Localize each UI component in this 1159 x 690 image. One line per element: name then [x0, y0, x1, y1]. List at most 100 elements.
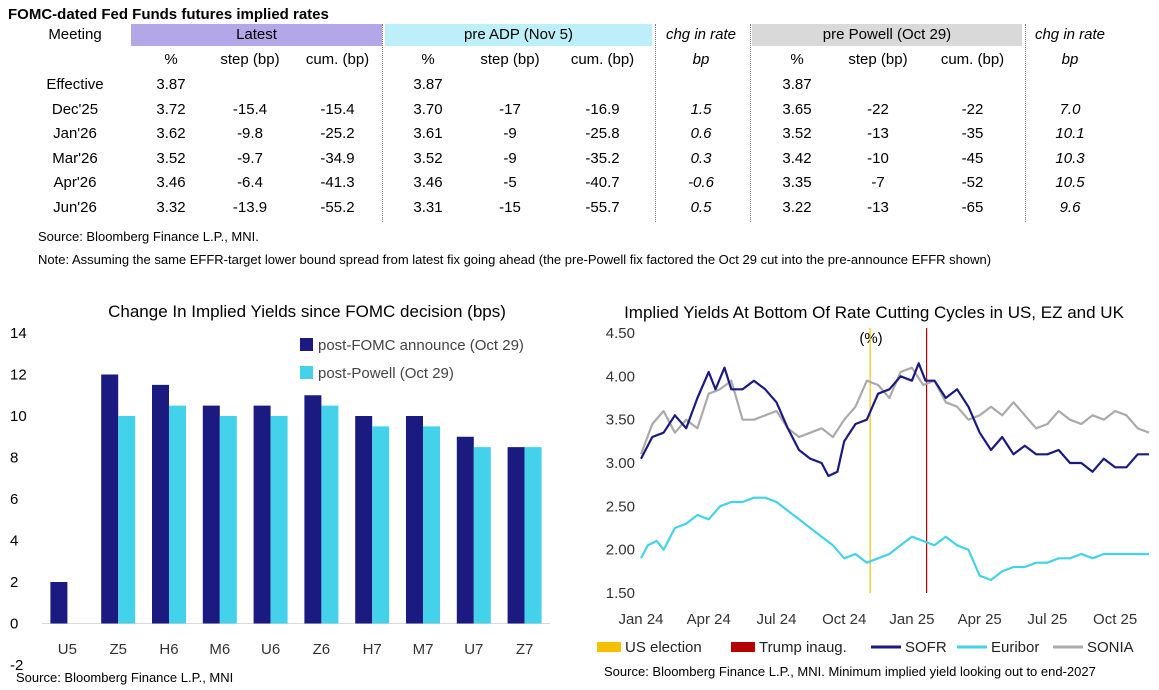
legend-label: post-Powell (Oct 29): [318, 365, 454, 382]
bar-post-powell: [524, 447, 542, 624]
x-tick-label: M6: [209, 641, 230, 658]
line-chart-title: Implied Yields At Bottom Of Rate Cutting…: [624, 303, 1124, 322]
x-tick-label: Z6: [313, 641, 331, 658]
bar-chart: Change In Implied Yields since FOMC deci…: [10, 302, 550, 685]
table-cell: -45: [961, 149, 984, 167]
x-tick-label: Apr 25: [958, 611, 1002, 628]
meeting-label: Jan'26: [53, 125, 97, 142]
bar-post-fomc: [253, 405, 271, 624]
line-chart: Implied Yields At Bottom Of Rate Cutting…: [597, 303, 1150, 679]
separator: [382, 24, 383, 222]
table-cell: 9.6: [1059, 198, 1081, 216]
powell-pct-header: %: [790, 51, 804, 68]
table-cell: -22: [867, 100, 889, 118]
latest-header: Latest: [236, 26, 277, 43]
table-cell: -15.4: [320, 100, 355, 118]
table-cell: -25.2: [320, 125, 355, 142]
table-cell: 3.87: [156, 76, 186, 93]
x-tick-label: Apr 24: [687, 611, 731, 628]
chg-in-rate-header-2: chg in rate: [1034, 26, 1106, 43]
line-chart-source: Source: Bloomberg Finance L.P., MNI. Min…: [604, 664, 1096, 679]
legend-swatch: [731, 642, 755, 652]
legend-swatch: [300, 338, 313, 351]
x-tick-label: Z7: [516, 641, 534, 658]
y-tick-label: 6: [10, 491, 18, 508]
y-tick-label: 4.00: [606, 368, 635, 385]
table-cell: 0.5: [690, 198, 712, 216]
bar-post-powell: [219, 416, 237, 624]
table-note: Note: Assuming the same EFFR-target lowe…: [38, 252, 992, 267]
pre-powell-header-band: [752, 24, 1022, 46]
table-cell: 3.52: [782, 125, 812, 142]
bar-post-powell: [118, 416, 136, 624]
x-tick-label: Jan 24: [618, 611, 663, 628]
pre-adp-header: pre ADP (Nov 5): [464, 26, 573, 43]
x-tick-label: U7: [464, 641, 483, 658]
table-cell: 3.72: [156, 100, 186, 118]
table-cell: 3.46: [156, 174, 186, 191]
bar-post-powell: [270, 416, 288, 624]
y-tick-label: 2.50: [606, 498, 635, 515]
table-cell: 7.0: [1059, 100, 1081, 118]
meeting-label: Apr'26: [53, 174, 97, 191]
table-cell: -34.9: [320, 149, 355, 167]
table-cell: -22: [961, 100, 984, 118]
y-tick-label: 3.50: [606, 412, 635, 429]
table-cell: 3.31: [413, 198, 443, 216]
table-cell: -9: [503, 125, 517, 142]
table-cell: -13.9: [232, 198, 268, 216]
line-chart-unit: (%): [859, 330, 882, 347]
table-cell: -40.7: [585, 174, 620, 191]
table-cell: 3.70: [413, 100, 443, 118]
meeting-header: Meeting: [48, 26, 102, 43]
table-cell: -52: [961, 174, 984, 191]
table-cell: 3.52: [413, 149, 443, 167]
table-cell: 3.52: [156, 149, 186, 167]
bar-post-powell: [169, 405, 186, 624]
bar-post-fomc: [202, 405, 220, 624]
bar-post-fomc: [304, 395, 322, 624]
table-cell: -0.6: [688, 174, 714, 191]
table-cell: 3.35: [782, 174, 812, 191]
table-cell: 0.6: [690, 125, 712, 142]
table-cell: -55.7: [585, 198, 620, 216]
table-cell: 10.5: [1055, 174, 1085, 191]
separator: [750, 24, 751, 222]
bar-post-fomc: [101, 374, 119, 624]
table-cell: 3.87: [782, 76, 812, 93]
table-cell: 3.46: [413, 174, 443, 191]
x-tick-label: Jul 25: [1027, 611, 1067, 628]
y-tick-label: -2: [10, 657, 23, 674]
table-cell: 3.42: [782, 149, 812, 167]
bar-post-fomc: [50, 582, 68, 624]
bar-post-powell: [372, 426, 390, 624]
bar-post-powell: [473, 447, 491, 624]
legend-swatch: [300, 366, 313, 379]
y-tick-label: 2: [10, 574, 18, 591]
separator: [1025, 24, 1026, 222]
adp-step-header: step (bp): [480, 51, 540, 68]
y-tick-label: 14: [10, 325, 27, 342]
table-cell: 3.22: [782, 198, 812, 216]
table-cell: 1.5: [690, 100, 712, 118]
x-tick-label: Jul 24: [756, 611, 796, 628]
bar-post-fomc: [355, 416, 373, 624]
table-cell: -15: [499, 198, 521, 216]
x-tick-label: Jan 25: [889, 611, 934, 628]
table-cell: -10: [867, 149, 889, 167]
latest-cum-header: cum. (bp): [305, 51, 370, 68]
chg2-bp-header: bp: [1061, 51, 1079, 68]
fed-funds-table: FOMC-dated Fed Funds futures implied rat…: [0, 0, 1159, 275]
y-tick-label: 12: [10, 367, 27, 384]
latest-header-band: [131, 24, 382, 46]
table-cell: -35: [961, 125, 984, 142]
table-cell: 0.3: [690, 149, 712, 167]
x-tick-label: Z5: [109, 641, 127, 658]
table-cell: -9.8: [237, 125, 263, 142]
powell-step-header: step (bp): [848, 51, 908, 68]
table-cell: -41.3: [320, 174, 355, 191]
adp-cum-header: cum. (bp): [570, 51, 635, 68]
table-cell: 3.61: [413, 125, 443, 142]
x-tick-label: M7: [413, 641, 434, 658]
table-cell: -13: [867, 125, 889, 142]
